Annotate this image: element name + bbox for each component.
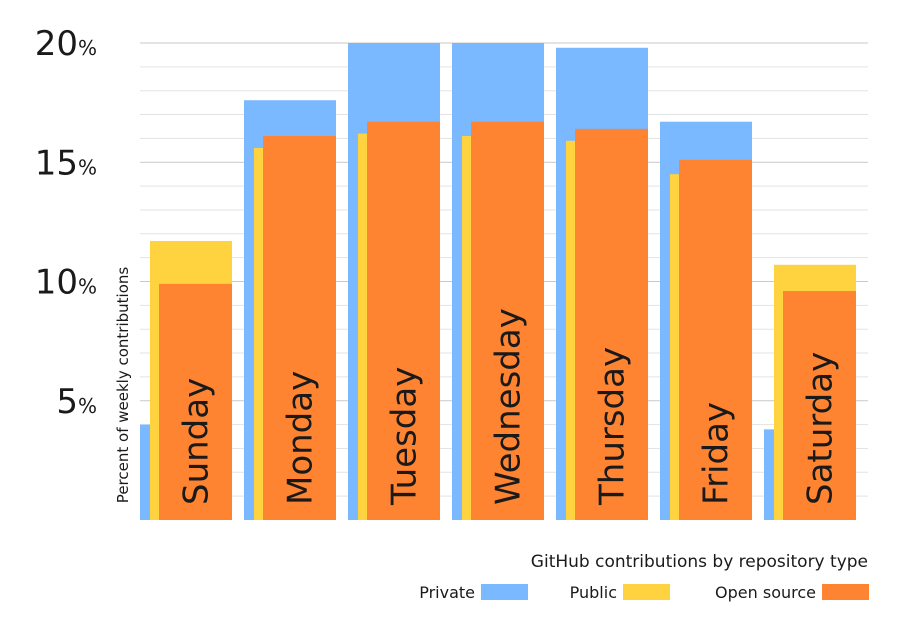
category-label-monday: Monday [281,371,321,505]
bars [140,43,856,521]
y-tick-label: 5% [56,382,97,422]
y-tick-label: 15% [35,143,97,183]
legend-label-open-source: Open source [715,583,816,602]
bar-open-source-wednesday [471,121,544,520]
y-tick-label: 20% [35,24,97,64]
category-label-thursday: Thursday [593,347,633,506]
y-tick-label: 10% [35,263,97,303]
y-axis-ticks: 5% 10% 15% 20% [35,24,97,422]
bar-open-source-friday [679,159,752,521]
bar-open-source-saturday [783,291,856,520]
bar-open-source-thursday [575,128,648,521]
legend-swatch-public [623,584,670,600]
legend-title: GitHub contributions by repository type [531,552,868,572]
bar-open-source-tuesday [367,121,440,520]
legend-items: Private Public Open source [419,583,869,602]
legend: GitHub contributions by repository type … [419,552,869,602]
y-axis-label: Percent of weekly contributions [114,267,132,504]
category-label-tuesday: Tuesday [385,367,425,506]
legend-label-private: Private [419,583,475,602]
category-labels: Sunday Monday Tuesday Wednesday Thursday Frid… [177,308,841,506]
legend-swatch-private [481,584,528,600]
bar-open-source-monday [263,136,336,520]
category-label-sunday: Sunday [177,378,217,505]
legend-label-public: Public [570,583,617,602]
category-label-saturday: Saturday [801,352,841,505]
category-label-wednesday: Wednesday [489,308,529,505]
bar-open-source-sunday [159,283,232,520]
legend-swatch-open-source [822,584,869,600]
category-label-friday: Friday [697,402,737,505]
